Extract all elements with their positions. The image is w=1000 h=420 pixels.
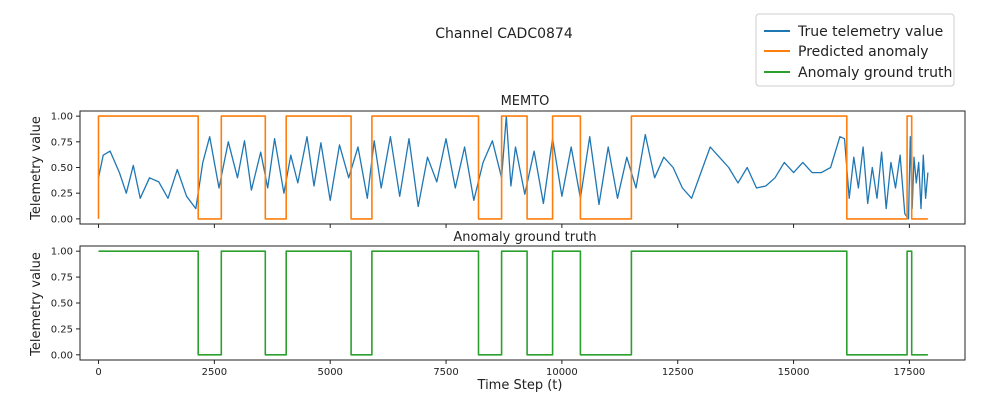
chart-title: Channel CADC0874	[435, 26, 573, 42]
x-tick-label: 10000	[546, 367, 578, 378]
plot-frame-top	[79, 110, 966, 225]
panel-title-ground-truth: Anomaly ground truth	[453, 230, 596, 245]
y-tick-label: 1.00	[51, 112, 73, 123]
series-line-predicted-anomaly	[97, 115, 928, 220]
x-tick-label: 12500	[662, 367, 694, 378]
series-line-anomaly-ground-truth	[98, 250, 928, 356]
y-tick-label: 0.50	[51, 163, 73, 174]
panel-ground-truth: Anomaly ground truth Telemetry value 0.0…	[29, 230, 966, 364]
y-axis-label-bottom: Telemetry value	[29, 252, 44, 357]
legend-label-telemetry: True telemetry value	[797, 24, 943, 40]
y-tick-label: 0.25	[51, 189, 73, 200]
x-tick-label: 7500	[433, 367, 458, 378]
y-tick-label: 1.00	[51, 247, 73, 258]
y-tick-label: 0.75	[51, 273, 73, 284]
x-tick-label: 5000	[317, 367, 342, 378]
y-tick-label: 0.25	[51, 324, 73, 335]
legend-label-ground-truth: Anomaly ground truth	[798, 65, 952, 81]
x-tick-label: 17500	[893, 367, 925, 378]
y-tick-label: 0.00	[51, 214, 73, 225]
y-axis-label-top: Telemetry value	[29, 116, 44, 221]
series-line-true-telemetry-value	[97, 115, 929, 220]
legend: True telemetry value Predicted anomaly A…	[755, 13, 955, 87]
plot-frame-bottom	[79, 245, 966, 361]
panel-memto: MEMTO Telemetry value 0.00 0.25 0.50 0.75 1.…	[29, 94, 966, 228]
panel-title-memto: MEMTO	[501, 94, 550, 109]
x-tick-label: 0	[95, 367, 101, 378]
y-tick-label: 0.00	[51, 350, 73, 361]
y-tick-label: 0.50	[51, 299, 73, 310]
x-tick-label: 15000	[778, 367, 810, 378]
x-axis-label: Time Step (t)	[477, 378, 563, 393]
x-tick-label: 2500	[202, 367, 227, 378]
legend-label-predicted: Predicted anomaly	[798, 44, 929, 60]
y-tick-label: 0.75	[51, 137, 73, 148]
